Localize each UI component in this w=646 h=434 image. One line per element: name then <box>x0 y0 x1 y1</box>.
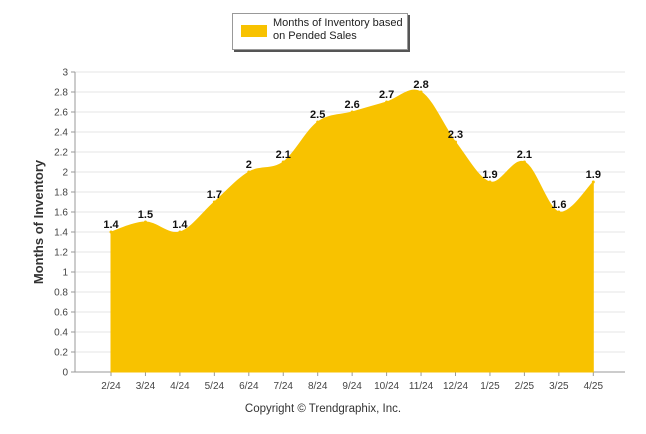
data-label: 2.1 <box>517 149 532 161</box>
data-labels: 1.4 1.5 1.4 1.7 2 2.1 2.5 2.6 2.7 2.8 2.3 1.9 2.1 1.6… <box>103 79 601 231</box>
y-tick-label: 2.8 <box>54 88 68 99</box>
data-point <box>419 90 423 94</box>
data-point <box>522 160 526 164</box>
data-point <box>143 220 147 224</box>
data-label: 2.6 <box>345 99 360 111</box>
x-tick-label: 12/24 <box>443 381 468 392</box>
data-point <box>178 230 182 234</box>
y-tick-label: 0.8 <box>54 288 68 299</box>
x-tick-label: 11/24 <box>409 381 434 392</box>
y-tick-label: 0.4 <box>54 328 68 339</box>
x-tick-label: 2/24 <box>101 381 121 392</box>
data-label: 2.1 <box>276 149 291 161</box>
x-tick-label: 4/25 <box>584 381 604 392</box>
legend-label: Months of Inventory based on Pended Sale… <box>273 17 403 42</box>
x-tick-label: 2/25 <box>515 381 535 392</box>
data-label: 1.4 <box>172 219 188 231</box>
data-point <box>488 180 492 184</box>
x-tick-label: 6/24 <box>239 381 259 392</box>
data-point <box>212 200 216 204</box>
x-tick-label: 3/25 <box>549 381 569 392</box>
data-point <box>557 210 561 214</box>
x-tick-label: 9/24 <box>342 381 362 392</box>
y-tick-label: 0 <box>62 368 68 379</box>
data-point <box>350 110 354 114</box>
data-label: 2 <box>246 159 252 171</box>
legend-swatch <box>241 25 267 37</box>
y-tick-label: 1.8 <box>54 188 68 199</box>
data-label: 1.9 <box>482 169 497 181</box>
data-label: 2.7 <box>379 89 394 101</box>
data-point <box>591 180 595 184</box>
x-tick-label: 5/24 <box>205 381 225 392</box>
x-tick-label: 1/25 <box>480 381 500 392</box>
y-tick-label: 1.4 <box>54 228 68 239</box>
x-tick-label: 8/24 <box>308 381 328 392</box>
x-tick-label: 10/24 <box>374 381 399 392</box>
y-tick-label: 2.2 <box>54 148 68 159</box>
y-tick-label: 2 <box>62 168 68 179</box>
y-tick-label: 0.6 <box>54 308 68 319</box>
data-point <box>109 230 113 234</box>
y-tick-label: 2.4 <box>54 128 68 139</box>
data-label: 1.6 <box>551 199 566 211</box>
data-point <box>316 120 320 124</box>
copyright-text: Copyright © Trendgraphix, Inc. <box>244 403 402 415</box>
series-area <box>109 89 595 373</box>
y-tick-label: 0.2 <box>54 348 68 359</box>
x-tick-label: 7/24 <box>274 381 294 392</box>
data-point <box>281 160 285 164</box>
data-point <box>454 140 457 144</box>
y-tick-label: 2.6 <box>54 108 68 119</box>
y-tick-label: 1.6 <box>54 208 68 219</box>
data-label: 2.3 <box>448 129 463 141</box>
data-label: 1.4 <box>103 219 119 231</box>
x-tick-label: 3/24 <box>136 381 156 392</box>
data-label: 2.8 <box>413 79 428 91</box>
data-label: 1.9 <box>586 169 601 181</box>
y-tick-label: 1 <box>62 268 68 279</box>
legend: Months of Inventory based on Pended Sale… <box>232 13 408 50</box>
x-tick-label: 4/24 <box>170 381 190 392</box>
y-tick-label: 1.2 <box>54 248 68 259</box>
data-point <box>385 100 389 104</box>
y-tick-label: 3 <box>62 68 68 79</box>
data-label: 1.5 <box>138 209 153 221</box>
data-point <box>247 170 251 174</box>
data-label: 1.7 <box>207 189 222 201</box>
y-axis-label: Months of Inventory <box>31 159 46 284</box>
data-label: 2.5 <box>310 109 325 121</box>
